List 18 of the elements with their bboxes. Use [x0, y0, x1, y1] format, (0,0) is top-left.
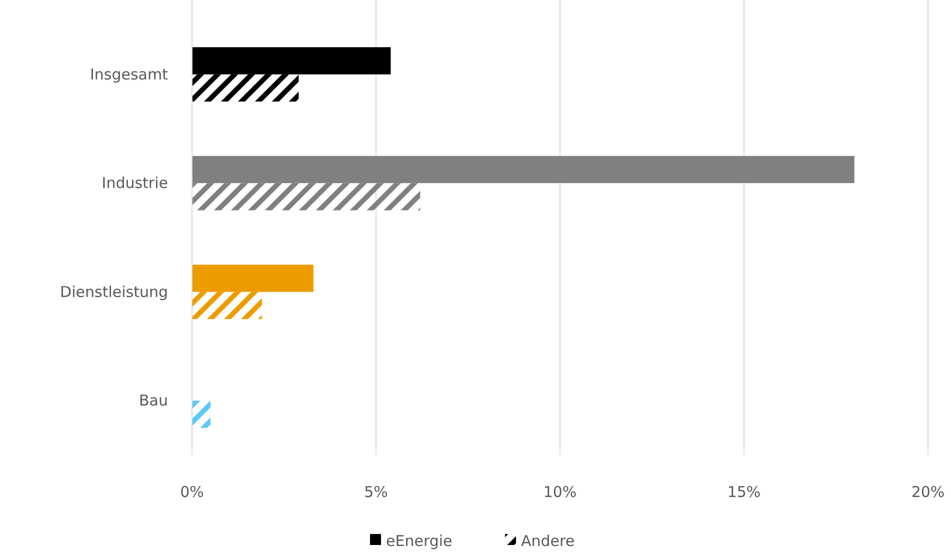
y-tick-label: Dienstleistung: [60, 282, 168, 301]
legend-label: eEnergie: [386, 532, 452, 550]
bar: [192, 400, 210, 428]
y-tick-label: Insgesamt: [90, 65, 168, 84]
y-tick-label: Industrie: [102, 174, 168, 192]
x-tick-label: 10%: [543, 483, 577, 501]
bar: [192, 156, 854, 184]
x-tick-label: 5%: [364, 483, 388, 501]
x-tick-label: 0%: [180, 483, 204, 501]
bar: [192, 47, 391, 74]
bar: [192, 292, 262, 320]
bar: [192, 264, 314, 292]
x-tick-label: 20%: [911, 483, 945, 501]
bar: [192, 74, 299, 102]
bar: [192, 183, 420, 210]
x-tick-label: 15%: [727, 483, 761, 501]
legend-label: Andere: [521, 532, 575, 550]
y-tick-label: Bau: [139, 392, 168, 410]
